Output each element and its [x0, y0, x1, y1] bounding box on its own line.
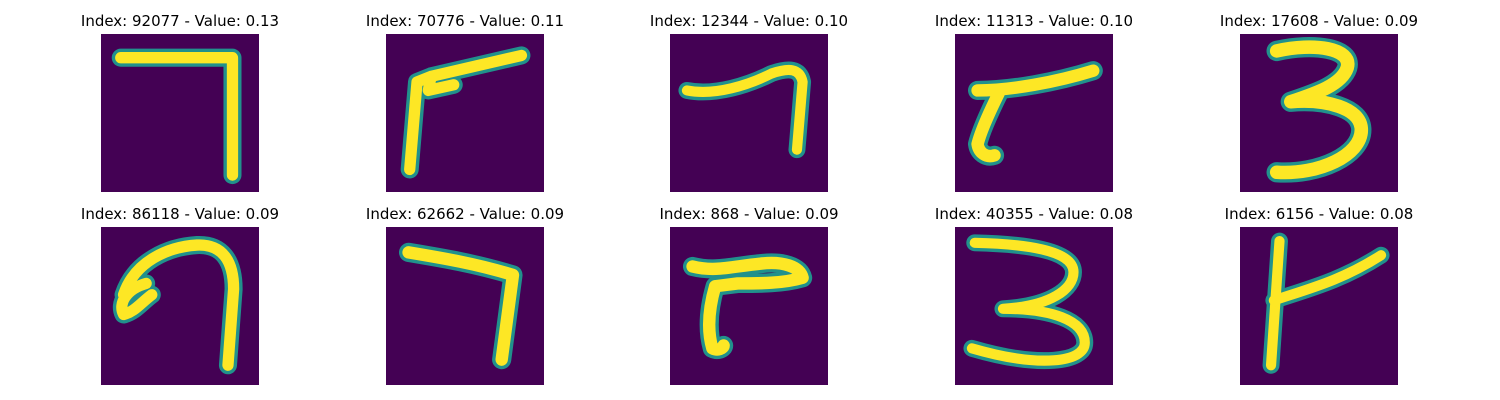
- panel-10: Index: 6156 - Value: 0.08: [1177, 205, 1461, 395]
- panel-2: Index: 70776 - Value: 0.11: [323, 12, 607, 202]
- panel-6: Index: 86118 - Value: 0.09: [38, 205, 322, 395]
- digit-image: [670, 227, 828, 385]
- digit-image: [101, 227, 259, 385]
- panel-title: Index: 62662 - Value: 0.09: [365, 205, 565, 223]
- panel-title: Index: 11313 - Value: 0.10: [934, 12, 1134, 30]
- digit-image: [386, 34, 544, 192]
- panel-5: Index: 17608 - Value: 0.09: [1177, 12, 1461, 202]
- panel-title: Index: 40355 - Value: 0.08: [934, 205, 1134, 223]
- panel-title: Index: 868 - Value: 0.09: [659, 205, 839, 223]
- digit-image: [1240, 34, 1398, 192]
- panel-title: Index: 70776 - Value: 0.11: [365, 12, 565, 30]
- panel-title: Index: 12344 - Value: 0.10: [649, 12, 849, 30]
- digit-image: [101, 34, 259, 192]
- digit-image: [1240, 227, 1398, 385]
- panel-title: Index: 92077 - Value: 0.13: [80, 12, 280, 30]
- digit-image: [955, 34, 1113, 192]
- digit-image: [386, 227, 544, 385]
- panel-8: Index: 868 - Value: 0.09: [607, 205, 891, 395]
- panel-title: Index: 6156 - Value: 0.08: [1224, 205, 1414, 223]
- digit-image: [955, 227, 1113, 385]
- panel-7: Index: 62662 - Value: 0.09: [323, 205, 607, 395]
- panel-4: Index: 11313 - Value: 0.10: [892, 12, 1176, 202]
- digit-image: [670, 34, 828, 192]
- panel-title: Index: 17608 - Value: 0.09: [1219, 12, 1419, 30]
- panel-3: Index: 12344 - Value: 0.10: [607, 12, 891, 202]
- panel-title: Index: 86118 - Value: 0.09: [80, 205, 280, 223]
- panel-9: Index: 40355 - Value: 0.08: [892, 205, 1176, 395]
- panel-1: Index: 92077 - Value: 0.13: [38, 12, 322, 202]
